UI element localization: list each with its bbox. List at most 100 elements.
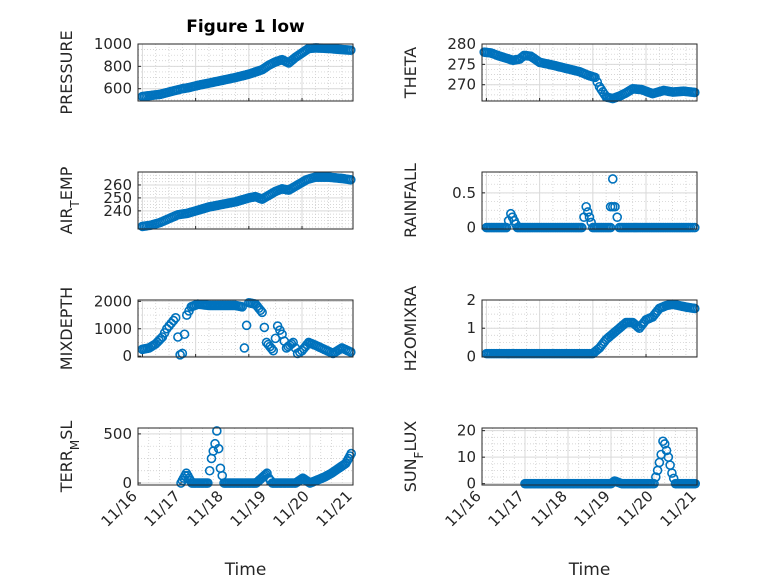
y-tick-label: 0: [466, 475, 476, 493]
subplot-rainfall: 0 0.5 RAINFALL: [401, 163, 700, 238]
x-tick-label: 11/17: [141, 487, 184, 530]
x-tick-label: 11/16: [442, 487, 485, 530]
y-tick-label: 250: [103, 189, 132, 207]
data-point: [208, 446, 219, 456]
data-point: [275, 55, 286, 66]
y-tick-label: 600: [103, 80, 132, 98]
data-point: [550, 222, 561, 233]
axes-frame: [137, 171, 354, 230]
data-point: [212, 426, 222, 436]
data-point: [282, 478, 292, 488]
data-point: [239, 343, 250, 353]
series-rainfall: [481, 174, 700, 233]
data-point: [648, 222, 658, 233]
axes-frame: [481, 427, 698, 486]
data-point: [592, 77, 603, 87]
chart-title: Figure 1 low: [186, 17, 305, 37]
series-h2omixra: [481, 299, 700, 359]
data-point: [335, 173, 346, 184]
data-point: [630, 222, 641, 233]
data-point: [168, 315, 179, 326]
data-point: [493, 222, 503, 233]
axes-frame: [137, 427, 354, 486]
y-tick-label: 270: [447, 76, 476, 94]
data-point: [637, 319, 648, 329]
data-point: [654, 457, 665, 468]
data-point: [657, 222, 667, 233]
x-tick-label: 11/20: [270, 487, 313, 530]
y-tick-label: 0: [466, 347, 476, 365]
y-tick-label: 280: [447, 35, 476, 53]
data-point: [606, 93, 616, 103]
data-point: [499, 222, 510, 233]
data-point: [259, 322, 270, 333]
data-point: [591, 345, 601, 356]
data-point: [170, 313, 181, 323]
data-point: [676, 478, 687, 489]
data-point: [259, 470, 270, 481]
data-point: [575, 222, 585, 233]
data-point: [584, 212, 595, 222]
data-point: [650, 472, 661, 482]
data-point: [229, 300, 239, 311]
data-point: [241, 320, 252, 331]
x-tick-label: 11/20: [614, 487, 657, 530]
y-tick-label: 0: [122, 347, 132, 365]
data-point: [204, 465, 215, 476]
series-pressure: [137, 43, 356, 102]
axes-frame: [137, 299, 354, 358]
data-point: [689, 478, 699, 489]
data-point: [249, 192, 259, 202]
y-axis-label: AIRTEMP: [57, 166, 82, 234]
y-tick-label: 1000: [94, 320, 132, 338]
data-point: [213, 443, 224, 454]
y-tick-label: 10: [457, 448, 476, 466]
y-tick-label: 275: [447, 55, 476, 73]
data-point: [610, 201, 620, 212]
data-point: [260, 469, 271, 480]
data-point: [253, 303, 264, 314]
y-tick-label: 1000: [94, 35, 132, 53]
data-point: [559, 222, 570, 233]
x-tick-label: 11/17: [485, 487, 528, 530]
data-point: [621, 222, 632, 233]
data-point: [196, 478, 206, 488]
axes-frame: [137, 43, 354, 102]
y-tick-label: 0.5: [452, 184, 476, 202]
data-point: [144, 90, 155, 101]
y-tick-label: 0: [122, 474, 132, 492]
data-point: [603, 222, 614, 233]
series-theta: [479, 47, 700, 104]
data-point: [659, 439, 670, 449]
data-point: [235, 301, 246, 312]
y-tick-label: 500: [103, 425, 132, 443]
data-point: [179, 329, 190, 340]
subplot-theta: 270 275 280 THETA: [401, 35, 700, 104]
series-air_temp: [137, 172, 356, 232]
data-point: [486, 222, 497, 233]
data-point: [651, 307, 661, 318]
data-point: [637, 478, 647, 489]
y-axis-label: MIXDEPTH: [57, 287, 76, 370]
y-axis-label: TERRMSL: [57, 421, 82, 494]
data-point: [275, 325, 285, 335]
data-point: [266, 343, 277, 354]
x-tick-label: 11/16: [98, 487, 141, 530]
data-point: [597, 338, 608, 349]
subplot-mixdepth: 0 1000 2000 MIXDEPTH: [57, 287, 356, 370]
y-tick-label: 2000: [94, 292, 132, 310]
x-tick-label: 11/19: [227, 487, 270, 530]
y-tick-label: 20: [457, 422, 476, 440]
data-point: [541, 222, 552, 233]
data-point: [270, 333, 281, 344]
y-tick-label: 240: [103, 202, 132, 220]
data-point: [674, 222, 685, 233]
data-point: [159, 328, 170, 338]
subplot-sun_flux: 0 10 20 11/16 11/17 11/18 11/19 11/20 11/21 SUNFL…: [401, 421, 701, 580]
data-point: [581, 201, 591, 212]
data-point: [665, 460, 675, 470]
data-point: [154, 335, 164, 346]
x-tick-label: 11/21: [313, 487, 356, 530]
data-point: [568, 222, 579, 233]
y-axis-label: SUNFLUX: [401, 421, 426, 493]
